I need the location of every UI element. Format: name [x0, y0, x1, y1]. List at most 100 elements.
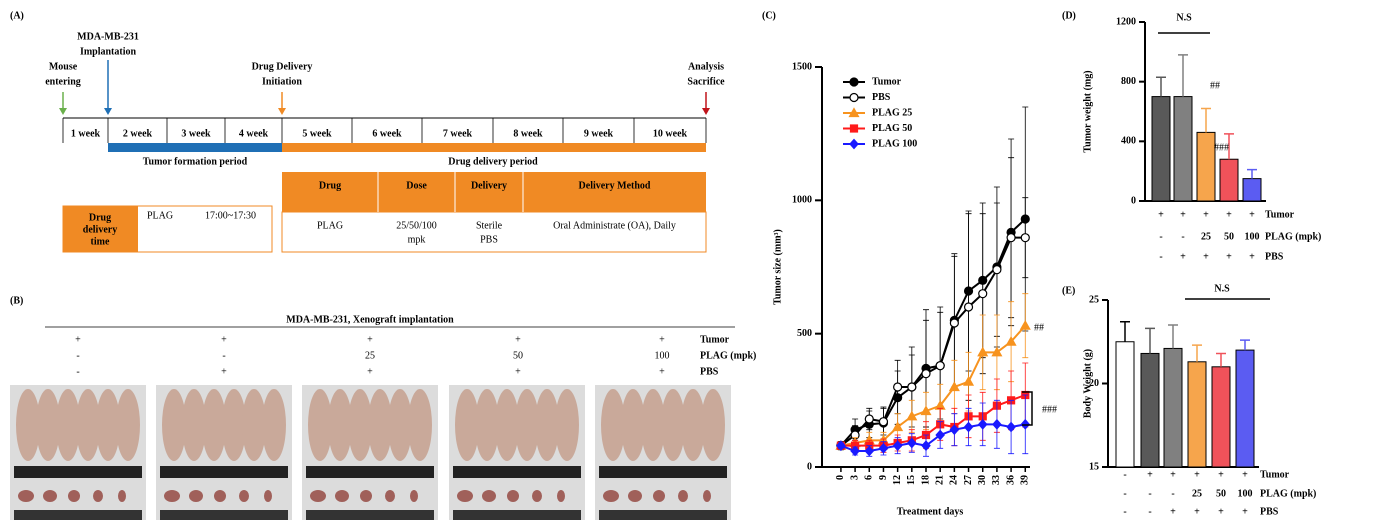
data-point — [921, 369, 931, 379]
data-point — [892, 421, 904, 432]
condition-sign: + — [367, 334, 373, 345]
data-point — [935, 429, 945, 441]
marker-label: entering — [45, 76, 81, 87]
mouse — [96, 389, 120, 461]
annotation: ## — [1210, 80, 1220, 91]
condition-sign: - — [1159, 231, 1162, 242]
data-point — [992, 418, 1002, 430]
bar — [1140, 352, 1160, 468]
condition-sign: - — [1181, 231, 1184, 242]
tumor — [43, 490, 57, 502]
error-bar — [1240, 339, 1250, 351]
data-point — [836, 440, 846, 452]
x-tick-label: 27 — [963, 475, 974, 485]
week-label: 8 week — [513, 128, 543, 139]
ruler — [599, 510, 727, 520]
panel-label: (E) — [1062, 285, 1075, 296]
tumor — [557, 490, 565, 502]
marker-label: Analysis — [688, 61, 724, 72]
period-bar — [108, 143, 282, 152]
error-bar — [1201, 107, 1211, 133]
data-point — [1020, 233, 1030, 243]
condition-name: PBS — [1265, 251, 1284, 262]
mouse — [36, 389, 60, 461]
marker-label: Initiation — [262, 76, 302, 87]
condition-name: Tumor — [1265, 209, 1295, 220]
data-point — [977, 418, 988, 430]
mouse — [242, 389, 266, 461]
ruler — [599, 466, 727, 478]
y-tick-label: 800 — [1121, 76, 1136, 87]
condition-sign: - — [1123, 488, 1126, 499]
mouse — [555, 389, 579, 461]
mouse — [475, 389, 499, 461]
mouse — [701, 389, 725, 461]
table-cell: PLAG — [317, 220, 343, 231]
week-label: 9 week — [584, 128, 614, 139]
table-row — [281, 211, 707, 253]
bar — [1196, 131, 1216, 202]
tumor — [628, 490, 642, 502]
table-cell: PBS — [480, 234, 498, 245]
ruler — [453, 510, 581, 520]
condition-sign: + — [659, 366, 665, 377]
tumor — [214, 490, 226, 502]
data-point — [864, 414, 874, 424]
data-point — [893, 382, 903, 392]
tumor — [703, 490, 711, 502]
data-point — [991, 346, 1003, 357]
data-point — [892, 440, 903, 452]
data-point — [1006, 233, 1016, 243]
condition-sign: - — [1123, 506, 1126, 517]
condition-name: Tumor — [700, 334, 730, 345]
table-header-cell: Dose — [406, 180, 427, 191]
week-label: 6 week — [372, 128, 402, 139]
x-tick-label: 0 — [835, 475, 846, 480]
condition-sign: 100 — [1245, 231, 1260, 242]
data-point — [978, 289, 988, 299]
bar — [1235, 349, 1255, 468]
mouse — [515, 389, 539, 461]
bar — [1151, 96, 1171, 202]
week-label: 7 week — [443, 128, 473, 139]
ruler — [14, 466, 142, 478]
data-point — [935, 361, 945, 371]
y-tick-label: 1500 — [792, 61, 812, 72]
panel-title: MDA-MB-231, Xenograft implantation — [286, 314, 454, 325]
condition-sign: + — [1180, 209, 1186, 220]
data-point — [850, 445, 860, 457]
legend-marker — [849, 138, 859, 150]
marker-label: Sacrifice — [687, 76, 725, 87]
marker-label: Mouse — [49, 61, 78, 72]
tumor — [532, 490, 542, 502]
x-tick-label: 36 — [1005, 475, 1016, 485]
data-point — [963, 421, 974, 433]
y-tick-label: 0 — [1131, 195, 1136, 206]
condition-sign: 25 — [1201, 231, 1211, 242]
tumor — [164, 490, 180, 502]
mouse — [641, 389, 665, 461]
mouse — [388, 389, 412, 461]
bar — [1187, 361, 1207, 468]
condition-sign: + — [515, 366, 521, 377]
annotation: N.S — [1214, 283, 1230, 294]
schedule-drug: PLAG — [147, 210, 173, 221]
data-point — [864, 445, 875, 457]
tumor — [93, 490, 103, 502]
marker-label: Implantation — [80, 46, 137, 57]
mouse — [76, 389, 100, 461]
legend-label: PLAG 50 — [872, 123, 912, 134]
y-tick-label: 15 — [1089, 461, 1099, 472]
schedule-header-text: delivery — [83, 224, 117, 235]
tumor — [335, 490, 349, 502]
error-bar — [1224, 133, 1234, 160]
legend-marker — [849, 124, 859, 133]
ruler — [306, 466, 434, 478]
table-cell: Oral Administrate (OA), Daily — [553, 220, 676, 231]
data-point — [963, 375, 975, 386]
mouse — [222, 389, 246, 461]
week-label: 4 week — [239, 128, 269, 139]
data-point — [1006, 421, 1016, 433]
mouse — [495, 389, 519, 461]
